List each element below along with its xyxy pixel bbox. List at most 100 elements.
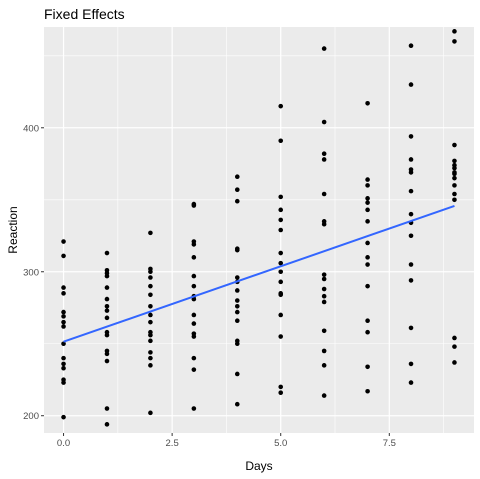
- data-point: [104, 315, 110, 321]
- data-point: [321, 151, 327, 156]
- fit-line: [63, 205, 455, 343]
- data-point: [61, 377, 66, 383]
- data-point: [148, 230, 153, 236]
- data-point: [408, 278, 414, 283]
- data-point: [104, 285, 110, 290]
- data-point: [61, 239, 66, 244]
- data-point: [234, 275, 240, 280]
- data-point: [234, 309, 240, 315]
- data-point: [191, 312, 197, 318]
- data-point: [104, 268, 110, 273]
- data-point: [452, 162, 457, 168]
- data-point: [104, 296, 110, 302]
- data-point: [61, 314, 66, 319]
- data-point: [234, 198, 240, 204]
- data-point: [452, 360, 457, 365]
- data-point: [148, 338, 153, 344]
- data-point: [278, 250, 284, 256]
- data-point: [365, 183, 370, 188]
- data-point: [278, 390, 284, 395]
- data-point: [148, 283, 153, 289]
- data-point: [191, 355, 197, 361]
- data-point: [408, 167, 414, 172]
- x-axis-ticks: 0.0 2.5 5.0 7.5: [57, 433, 396, 449]
- y-tick-label: 200: [23, 411, 39, 422]
- data-point: [234, 338, 240, 344]
- data-point: [452, 335, 457, 341]
- data-point: [408, 361, 414, 367]
- data-point: [408, 157, 414, 162]
- data-point: [408, 233, 414, 239]
- data-point: [321, 276, 327, 282]
- data-point: [234, 371, 240, 377]
- data-point: [104, 358, 110, 364]
- data-point: [148, 355, 153, 361]
- data-point: [148, 275, 153, 280]
- data-point: [278, 334, 284, 339]
- data-point: [365, 255, 370, 260]
- data-point: [61, 365, 66, 371]
- data-point: [104, 406, 110, 411]
- data-point: [452, 197, 457, 203]
- y-axis-ticks: 200 300 400: [23, 123, 44, 422]
- data-point: [234, 187, 240, 192]
- y-tick-label: 300: [23, 267, 39, 278]
- data-point: [408, 380, 414, 385]
- data-point: [278, 312, 284, 318]
- data-point: [452, 158, 457, 164]
- data-point: [321, 157, 327, 162]
- x-tick-label: 5.0: [274, 438, 287, 449]
- data-point: [321, 219, 327, 224]
- data-point: [365, 177, 370, 182]
- data-point: [365, 219, 370, 224]
- data-point: [278, 269, 284, 275]
- data-point: [191, 255, 197, 260]
- data-point: [104, 329, 110, 335]
- data-point: [452, 183, 457, 188]
- data-point: [278, 138, 284, 144]
- data-point: [278, 260, 284, 266]
- x-axis-label: Days: [245, 459, 272, 473]
- data-point: [148, 363, 153, 368]
- data-point: [104, 304, 110, 309]
- data-point: [104, 308, 110, 313]
- data-point: [365, 364, 370, 370]
- data-point: [148, 266, 153, 272]
- data-point: [191, 367, 197, 372]
- data-point: [321, 191, 327, 197]
- data-point: [148, 329, 153, 335]
- data-point: [452, 170, 457, 175]
- data-point: [278, 227, 284, 233]
- data-point: [61, 309, 66, 315]
- chart-title: Fixed Effects: [44, 6, 125, 22]
- data-point: [191, 273, 197, 279]
- data-point: [321, 299, 327, 305]
- data-point: [408, 43, 414, 49]
- data-point: [61, 253, 66, 259]
- data-point: [104, 422, 110, 427]
- y-axis-label: Reaction: [6, 206, 20, 253]
- data-point: [408, 262, 414, 267]
- data-point: [321, 272, 327, 277]
- data-point: [321, 393, 327, 398]
- data-point: [234, 288, 240, 293]
- data-point: [278, 103, 284, 109]
- data-point: [61, 414, 66, 420]
- data-point: [191, 406, 197, 411]
- data-point: [452, 39, 457, 44]
- data-point: [234, 318, 240, 324]
- data-point: [234, 246, 240, 252]
- data-point: [321, 328, 327, 334]
- data-point: [278, 279, 284, 285]
- data-point: [365, 262, 370, 267]
- data-point: [148, 292, 153, 298]
- data-point: [191, 239, 197, 244]
- data-point: [278, 194, 284, 200]
- x-tick-label: 0.0: [57, 438, 70, 449]
- data-point: [148, 319, 153, 325]
- data-point: [452, 175, 457, 181]
- data-point: [452, 344, 457, 349]
- data-points: [61, 29, 457, 427]
- data-point: [408, 211, 414, 217]
